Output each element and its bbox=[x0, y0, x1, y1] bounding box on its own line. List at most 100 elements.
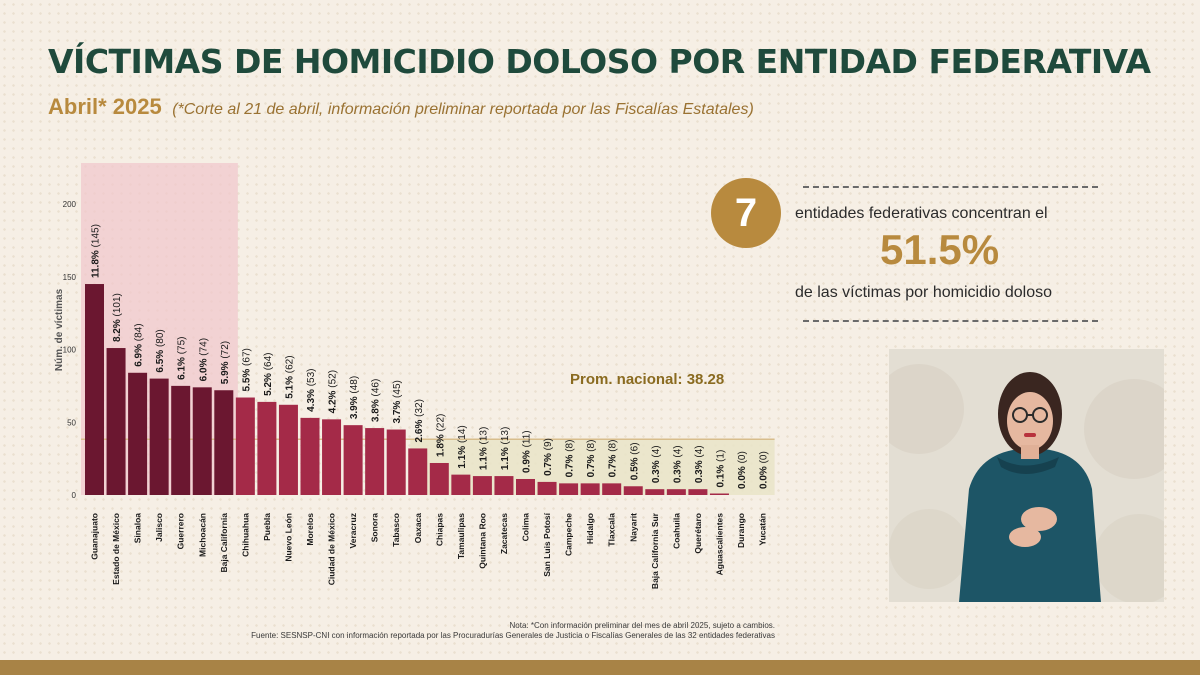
data-label-value: (52) bbox=[328, 370, 339, 391]
y-tick-label: 150 bbox=[63, 273, 77, 282]
data-label-percent: 0.3% bbox=[651, 460, 662, 483]
data-label: 0.7% (9) bbox=[543, 438, 554, 476]
x-tick-label: Colima bbox=[521, 513, 531, 542]
count-circle: 7 bbox=[711, 178, 781, 248]
data-label: 0.1% (1) bbox=[715, 450, 726, 488]
data-label-percent: 0.5% bbox=[629, 457, 640, 480]
x-tick-label: Baja California bbox=[219, 513, 229, 573]
bar bbox=[365, 428, 385, 495]
data-label-value: (53) bbox=[306, 369, 317, 390]
data-label: 5.1% (62) bbox=[284, 355, 295, 398]
data-label: 0.7% (8) bbox=[586, 440, 597, 478]
data-label-value: (8) bbox=[565, 440, 576, 455]
x-tick-label: Ciudad de México bbox=[327, 513, 337, 585]
data-label-value: (67) bbox=[241, 348, 252, 369]
data-label-percent: 0.9% bbox=[522, 450, 533, 473]
data-label: 6.1% (75) bbox=[177, 337, 188, 380]
data-label-percent: 0.0% bbox=[737, 466, 748, 489]
victims-bar-chart: 0 50 100 150 200 Núm. de víctimas Prom. nacion… bbox=[54, 163, 775, 589]
sign-language-interpreter-video bbox=[889, 349, 1164, 602]
bar bbox=[214, 390, 234, 495]
bar bbox=[386, 429, 406, 495]
data-label-value: (101) bbox=[112, 293, 123, 319]
x-tick-label: Sinaloa bbox=[133, 513, 143, 544]
bar bbox=[149, 378, 169, 495]
data-label: 0.7% (8) bbox=[608, 440, 619, 478]
bar bbox=[408, 448, 428, 495]
data-label-percent: 6.9% bbox=[134, 344, 145, 367]
data-label-value: (45) bbox=[392, 380, 403, 401]
bar bbox=[602, 483, 622, 495]
data-label: 0.3% (4) bbox=[694, 445, 705, 483]
data-label-value: (64) bbox=[263, 353, 274, 374]
cutoff-note: (*Corte al 21 de abril, información prel… bbox=[172, 101, 754, 118]
data-label-value: (8) bbox=[586, 440, 597, 455]
x-tick-label: Chihuahua bbox=[240, 513, 250, 557]
x-tick-label: Oaxaca bbox=[413, 513, 423, 544]
data-label-value: (11) bbox=[522, 430, 533, 450]
data-label-percent: 2.6% bbox=[414, 420, 425, 443]
x-tick-label: Michoacán bbox=[197, 513, 207, 557]
data-label: 1.1% (14) bbox=[457, 425, 468, 468]
data-label: 6.9% (84) bbox=[134, 323, 145, 366]
data-label-percent: 6.1% bbox=[177, 357, 188, 380]
x-tick-label: Veracruz bbox=[348, 513, 358, 548]
data-label-value: (0) bbox=[759, 451, 770, 466]
data-label-percent: 5.2% bbox=[263, 373, 274, 396]
data-label-percent: 5.9% bbox=[220, 361, 231, 384]
x-tick-label: Yucatán bbox=[758, 513, 768, 546]
x-tick-label: Puebla bbox=[262, 513, 272, 541]
y-tick-label: 100 bbox=[63, 346, 77, 355]
data-label-percent: 8.2% bbox=[112, 319, 123, 342]
data-label: 3.7% (45) bbox=[392, 380, 403, 423]
data-label-percent: 11.8% bbox=[91, 250, 102, 278]
x-tick-label: Zacatecas bbox=[499, 513, 509, 554]
data-label-percent: 0.1% bbox=[715, 465, 726, 488]
data-label-percent: 1.8% bbox=[435, 434, 446, 457]
x-tick-label: Morelos bbox=[305, 513, 315, 546]
y-axis-label: Núm. de víctimas bbox=[54, 288, 65, 371]
data-label-value: (0) bbox=[737, 451, 748, 466]
x-tick-label: Hidalgo bbox=[585, 513, 595, 544]
data-label-value: (145) bbox=[91, 224, 102, 250]
bar bbox=[192, 387, 212, 495]
data-label: 0.3% (4) bbox=[672, 445, 683, 483]
data-label-percent: 4.2% bbox=[328, 390, 339, 413]
data-label-percent: 1.1% bbox=[457, 446, 468, 469]
data-label-percent: 6.5% bbox=[155, 350, 166, 373]
data-label: 6.5% (80) bbox=[155, 329, 166, 372]
x-tick-label: Campeche bbox=[564, 513, 574, 556]
data-label-percent: 0.7% bbox=[565, 454, 576, 477]
x-tick-label: Quintana Roo bbox=[477, 513, 487, 569]
highlight-text-before: entidades federativas concentran el bbox=[795, 205, 1048, 222]
data-label-percent: 6.0% bbox=[198, 358, 209, 381]
page-title: VÍCTIMAS DE HOMICIDIO DOLOSO POR ENTIDAD… bbox=[48, 42, 1151, 81]
data-label-percent: 1.1% bbox=[478, 447, 489, 470]
y-tick-label: 200 bbox=[63, 200, 77, 209]
data-label-percent: 4.3% bbox=[306, 389, 317, 412]
bar bbox=[128, 372, 148, 495]
data-label: 0.5% (6) bbox=[629, 442, 640, 480]
y-tick-label: 0 bbox=[72, 491, 77, 500]
bar bbox=[235, 397, 255, 495]
bar bbox=[472, 476, 492, 495]
interpreter-figure bbox=[889, 349, 1164, 602]
data-label-value: (80) bbox=[155, 329, 166, 350]
data-label: 1.8% (22) bbox=[435, 414, 446, 457]
national-average-label: Prom. nacional: 38.28 bbox=[570, 371, 724, 388]
data-label-value: (48) bbox=[349, 376, 360, 397]
data-label: 0.0% (0) bbox=[737, 451, 748, 489]
data-label: 5.5% (67) bbox=[241, 348, 252, 391]
data-label-percent: 1.1% bbox=[500, 447, 511, 470]
data-label: 2.6% (32) bbox=[414, 399, 425, 442]
x-tick-label: Sonora bbox=[370, 513, 380, 543]
period-label: Abril* 2025 bbox=[48, 94, 162, 119]
data-label: 1.1% (13) bbox=[500, 427, 511, 470]
bottom-band bbox=[0, 660, 1200, 675]
bar bbox=[709, 493, 729, 495]
data-label-value: (13) bbox=[478, 427, 489, 448]
data-label-value: (72) bbox=[220, 341, 231, 362]
data-label-percent: 0.0% bbox=[759, 466, 770, 489]
data-label: 0.7% (8) bbox=[565, 440, 576, 478]
data-label-value: (74) bbox=[198, 338, 209, 359]
